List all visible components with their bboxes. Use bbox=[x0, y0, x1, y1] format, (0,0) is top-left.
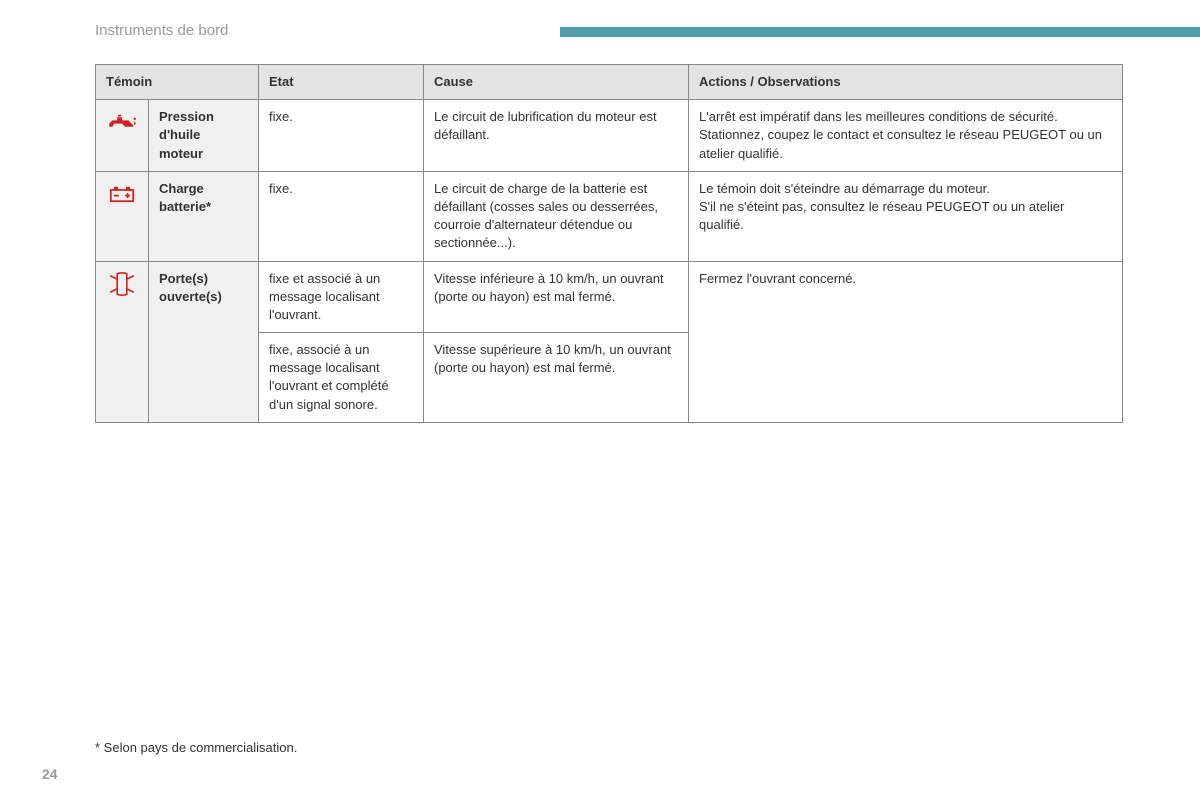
icon-cell bbox=[96, 261, 149, 422]
etat-cell: fixe. bbox=[259, 171, 424, 261]
warning-lights-table: Témoin Etat Cause Actions / Observations… bbox=[95, 64, 1123, 423]
col-header-temoin: Témoin bbox=[96, 65, 259, 100]
action-cell: Le témoin doit s'éteindre au démarrage d… bbox=[689, 171, 1123, 261]
col-header-etat: Etat bbox=[259, 65, 424, 100]
header-accent-bar bbox=[560, 27, 1200, 37]
table-header-row: Témoin Etat Cause Actions / Observations bbox=[96, 65, 1123, 100]
action-cell: Fermez l'ouvrant concerné. bbox=[689, 261, 1123, 422]
col-header-cause: Cause bbox=[424, 65, 689, 100]
icon-cell bbox=[96, 171, 149, 261]
warning-label: Pression d'huile moteur bbox=[149, 100, 259, 172]
cause-cell: Le circuit de lubrification du moteur es… bbox=[424, 100, 689, 172]
page-number: 24 bbox=[42, 766, 58, 782]
section-title: Instruments de bord bbox=[95, 22, 228, 39]
etat-cell: fixe, associé à un message localisant l'… bbox=[259, 333, 424, 423]
icon-cell bbox=[96, 100, 149, 172]
cause-cell: Vitesse supérieure à 10 km/h, un ouvrant… bbox=[424, 333, 689, 423]
cause-cell: Le circuit de charge de la batterie est … bbox=[424, 171, 689, 261]
door-open-icon bbox=[106, 270, 138, 298]
warning-label: Porte(s) ouverte(s) bbox=[149, 261, 259, 422]
battery-icon bbox=[106, 180, 138, 208]
etat-cell: fixe. bbox=[259, 100, 424, 172]
warning-label: Charge batterie* bbox=[149, 171, 259, 261]
etat-cell: fixe et associé à un message localisant … bbox=[259, 261, 424, 333]
footnote: * Selon pays de commercialisation. bbox=[95, 740, 297, 755]
table-row: Pression d'huile moteur fixe. Le circuit… bbox=[96, 100, 1123, 172]
table-row: Charge batterie* fixe. Le circuit de cha… bbox=[96, 171, 1123, 261]
table-row: Porte(s) ouverte(s) fixe et associé à un… bbox=[96, 261, 1123, 333]
cause-cell: Vitesse inférieure à 10 km/h, un ouvrant… bbox=[424, 261, 689, 333]
oil-pressure-icon bbox=[106, 108, 138, 136]
action-cell: L'arrêt est impératif dans les meilleure… bbox=[689, 100, 1123, 172]
col-header-actions: Actions / Observations bbox=[689, 65, 1123, 100]
